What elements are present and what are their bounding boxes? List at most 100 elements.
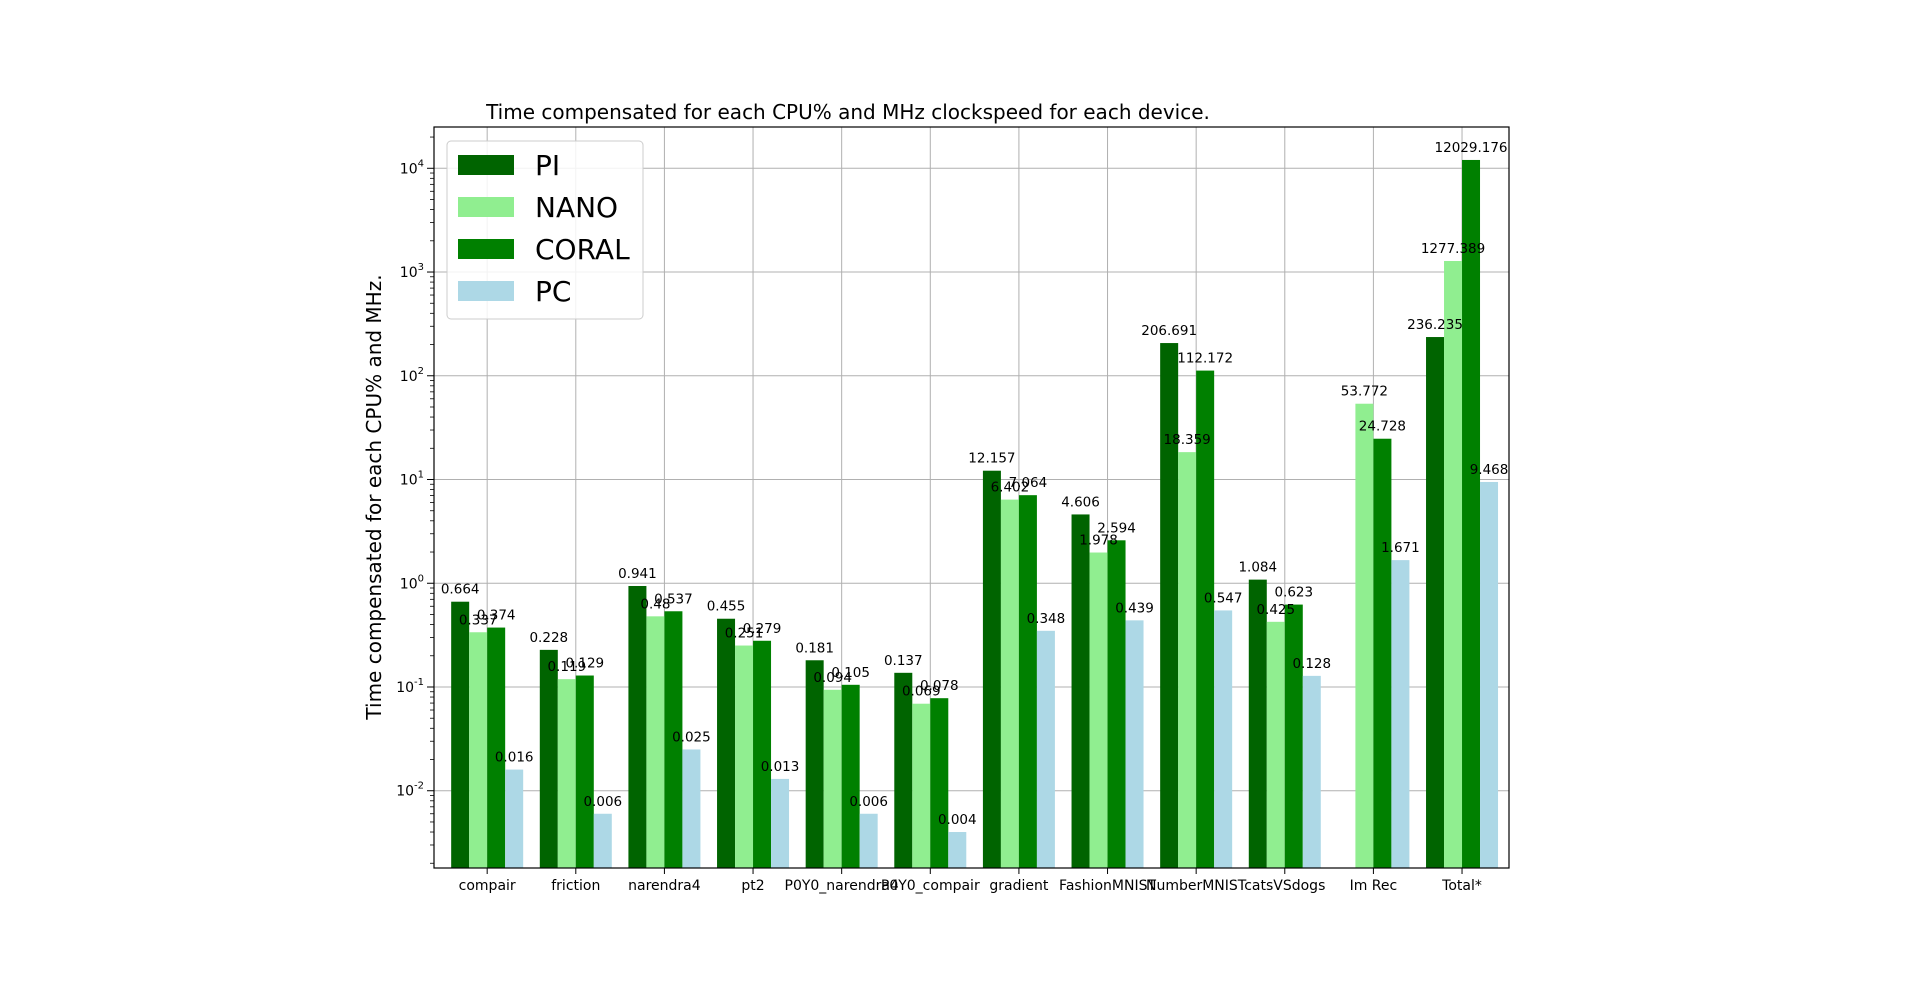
data-label: 0.439: [1115, 600, 1154, 616]
bar-coral: [1373, 438, 1392, 868]
bar-pc: [859, 813, 878, 868]
bar-pc: [1391, 560, 1410, 868]
data-label: 1.978: [1079, 533, 1118, 549]
y-tick-label: 10-2: [396, 781, 424, 800]
data-label: 0.181: [795, 640, 834, 656]
bar-nano: [1089, 552, 1108, 868]
bar-nano: [1178, 452, 1197, 868]
plot-area-frame: [433, 126, 1510, 869]
x-tick-label: gradient: [989, 878, 1048, 894]
bar-pi: [805, 660, 824, 868]
data-label: 0.094: [813, 670, 852, 686]
bar-pi: [1071, 514, 1090, 868]
data-label: 0.537: [654, 591, 693, 607]
legend-swatch-pc: [458, 281, 514, 301]
legend-swatch-nano: [458, 197, 514, 217]
data-label: 9.468: [1470, 462, 1509, 478]
bar-pi: [1160, 343, 1179, 868]
bar-pc: [593, 813, 612, 868]
data-label: 0.941: [618, 566, 657, 582]
legend: PI NANO CORAL PC: [446, 140, 644, 320]
bar-pi: [539, 649, 558, 868]
bar-coral: [1196, 370, 1215, 868]
data-label: 18.359: [1164, 432, 1211, 448]
data-label: 0.004: [938, 812, 977, 828]
bar-pi: [982, 470, 1001, 868]
bar-coral: [1107, 540, 1126, 868]
data-label: 0.348: [1027, 611, 1066, 627]
data-label: 0.016: [495, 750, 534, 766]
data-label: 0.279: [743, 621, 782, 637]
bar-coral: [1018, 495, 1037, 868]
bar-pc: [948, 832, 967, 868]
bar-pc: [1302, 675, 1321, 868]
bar-nano: [1355, 403, 1374, 868]
data-label: 7.064: [1009, 475, 1048, 491]
legend-label-coral: CORAL: [535, 233, 630, 266]
data-label: 0.137: [884, 653, 923, 669]
legend-label-nano: NANO: [535, 191, 618, 224]
bar-coral: [930, 698, 949, 868]
bar-coral: [664, 611, 683, 868]
x-tick-label: NumberMNIST: [1146, 878, 1247, 894]
data-label: 0.105: [831, 665, 870, 681]
data-label: 0.129: [565, 656, 604, 672]
bar-nano: [1000, 499, 1019, 868]
data-label: 12029.176: [1435, 140, 1508, 156]
x-tick-label: catsVSdogs: [1244, 878, 1325, 894]
x-tick-label: pt2: [741, 878, 764, 894]
y-axis-ticks: 10-2 10-1 100 101 102 103 104: [396, 136, 434, 864]
y-tick-label: 102: [400, 366, 424, 385]
legend-swatch-pi: [458, 155, 514, 175]
data-label: 0.013: [761, 759, 800, 775]
bar-pc: [771, 778, 790, 868]
data-label: 0.547: [1204, 590, 1243, 606]
data-label: 0.337: [459, 612, 498, 628]
x-tick-label: compair: [459, 878, 516, 894]
bar-pc: [1036, 630, 1055, 868]
bar-nano: [912, 703, 931, 868]
bar-nano: [557, 679, 576, 868]
y-tick-label: 100: [400, 573, 424, 592]
bar-coral: [575, 675, 594, 868]
data-label: 0.623: [1274, 585, 1313, 601]
legend-label-pi: PI: [535, 149, 560, 182]
y-tick-label: 103: [400, 262, 424, 281]
bar-coral: [1462, 159, 1481, 869]
data-label: 1277.389: [1421, 241, 1485, 257]
x-axis-ticks: compair friction narendra4 pt2 P0Y0_narendra…: [459, 868, 1482, 894]
bar-nano: [469, 632, 488, 868]
data-label: 0.078: [920, 678, 959, 694]
legend-swatch-coral: [458, 239, 514, 259]
bar-nano: [823, 689, 842, 868]
bar-coral: [753, 640, 772, 868]
bar-pi: [1248, 579, 1267, 868]
data-label: 1.084: [1238, 560, 1277, 576]
data-label: 0.455: [707, 599, 746, 615]
data-labels: 0.664 0.228 0.941 0.455 0.181 0.137 12.157 4.60…: [441, 140, 1509, 828]
data-label: 0.006: [583, 794, 622, 810]
bar-pc: [1214, 610, 1233, 868]
data-label: 0.425: [1256, 602, 1295, 618]
x-tick-label: P0Y0_compair: [881, 878, 980, 894]
bar-pi: [717, 618, 736, 868]
legend-label-pc: PC: [535, 275, 571, 308]
x-tick-label: friction: [551, 878, 600, 894]
bar-pi: [894, 672, 913, 868]
data-label: 0.025: [672, 729, 711, 745]
bar-pc: [505, 769, 524, 868]
x-tick-label: narendra4: [628, 878, 701, 894]
bar-nano: [646, 616, 665, 868]
data-label: 206.691: [1141, 323, 1197, 339]
data-label: 12.157: [968, 451, 1015, 467]
y-tick-label: 104: [400, 158, 424, 177]
data-label: 0.228: [529, 630, 568, 646]
data-label: 1.671: [1381, 540, 1420, 556]
chart-title: Time compensated for each CPU% and MHz c…: [485, 100, 1210, 124]
data-label: 0.119: [547, 659, 586, 675]
data-label: 0.664: [441, 582, 480, 598]
data-label: 0.006: [849, 794, 888, 810]
bar-nano: [1444, 260, 1463, 869]
